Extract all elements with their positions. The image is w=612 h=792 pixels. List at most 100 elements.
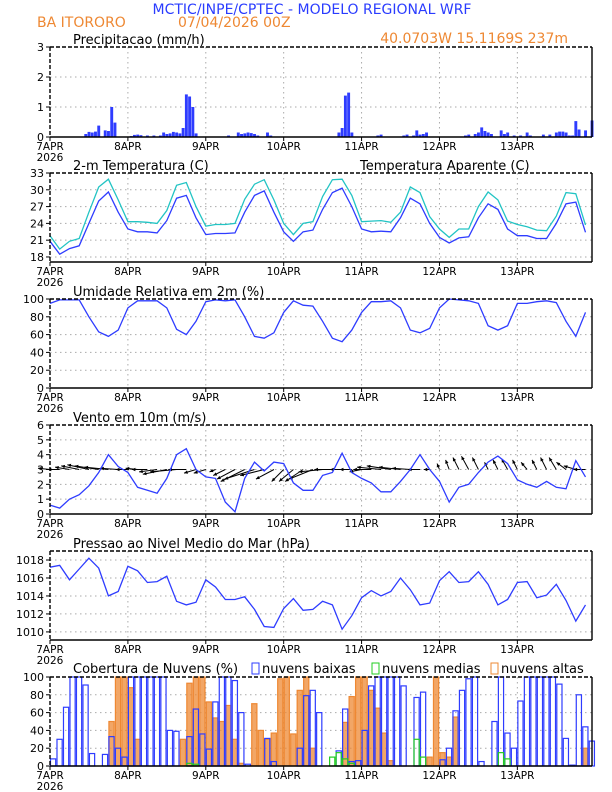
precip-bar bbox=[343, 95, 347, 137]
cloud-bar-orange bbox=[257, 729, 265, 767]
x-tick-label: 9APR bbox=[192, 518, 220, 530]
y-tick-label: 1 bbox=[37, 493, 44, 506]
precip-bar bbox=[347, 92, 351, 137]
precip-bar bbox=[499, 130, 503, 137]
y-tick-label: 1012 bbox=[16, 608, 44, 621]
x-tick-label: 12APR bbox=[422, 518, 456, 530]
wind-vector-arrowhead bbox=[353, 467, 357, 472]
precip-bar bbox=[412, 135, 415, 137]
cloud-bar-blue bbox=[316, 711, 323, 767]
precip-bar bbox=[266, 132, 269, 137]
y-tick-label: 18 bbox=[30, 251, 44, 264]
cloud-bar-green bbox=[497, 752, 505, 767]
x-tick-label: 12APR bbox=[422, 266, 456, 278]
y-tick-label: 1016 bbox=[16, 572, 44, 585]
cloud-bar-orange bbox=[361, 676, 368, 767]
cloud-bar-orange bbox=[277, 678, 284, 767]
x-tick-label: 11APR bbox=[344, 770, 378, 782]
x-tick-label: 13APR bbox=[500, 141, 534, 153]
precip-bar bbox=[483, 131, 487, 137]
precip-bar bbox=[548, 134, 552, 137]
cloud-bar-green bbox=[504, 758, 511, 767]
wind-vector-arrow bbox=[84, 466, 109, 470]
precip-bar bbox=[486, 132, 490, 137]
wind-vector-arrowhead bbox=[423, 467, 428, 472]
wind-vector-arrowhead bbox=[532, 459, 536, 464]
cloud-bar-blue bbox=[88, 752, 96, 767]
x-tick-label: 11APR bbox=[344, 644, 378, 656]
x-tick-label: 13APR bbox=[500, 770, 534, 782]
cloud-bar-blue bbox=[556, 683, 563, 767]
precip-bar bbox=[519, 135, 523, 137]
x-tick-label: 11APR bbox=[344, 266, 378, 278]
y-tick-label: 80 bbox=[30, 311, 44, 324]
y-tick-label: 2 bbox=[37, 478, 44, 491]
precip-bar bbox=[269, 135, 273, 137]
precip-bar bbox=[558, 131, 562, 137]
cloud-bar-orange bbox=[121, 676, 128, 767]
y-tick-label: 100 bbox=[23, 293, 44, 306]
wind-vector-arrowhead bbox=[131, 467, 136, 472]
cloud-bar-blue bbox=[536, 676, 544, 767]
wind-vector-arrowhead bbox=[224, 476, 229, 480]
precip-bar bbox=[136, 134, 140, 137]
wind-vector-arrowhead bbox=[540, 457, 544, 462]
cloud-bar-orange bbox=[367, 689, 375, 767]
precip-bar bbox=[145, 135, 149, 137]
wind-vector-arrowhead bbox=[445, 459, 449, 464]
precip-bar bbox=[489, 134, 493, 137]
y-tick-label: 1014 bbox=[16, 590, 44, 603]
x-tick-label: 10APR bbox=[267, 770, 301, 782]
wind-vector-arrowhead bbox=[220, 478, 225, 482]
rh-line-blue bbox=[49, 298, 587, 343]
wind-vector-arrowhead bbox=[298, 469, 303, 474]
y-tick-label: 40 bbox=[30, 346, 44, 359]
x-tick-label: 10APR bbox=[267, 518, 301, 530]
wind-vector-arrowhead bbox=[436, 463, 441, 468]
precip-bar bbox=[480, 127, 484, 137]
x-tick-label: 8APR bbox=[114, 392, 142, 404]
x-tick-label: 7APR bbox=[36, 392, 64, 404]
cloud-bar-blue bbox=[471, 676, 479, 767]
y-tick-label: 5 bbox=[37, 434, 44, 447]
wind-vector-arrowhead bbox=[142, 471, 147, 476]
cloud-bar-blue bbox=[82, 684, 89, 767]
cloud-bar-blue bbox=[549, 676, 557, 767]
x-tick-label: 12APR bbox=[422, 141, 456, 153]
wind-vector-arrowhead bbox=[378, 465, 383, 470]
x-year-label: 2026 bbox=[37, 655, 64, 667]
y-tick-label: 27 bbox=[30, 201, 44, 214]
x-tick-label: 9APR bbox=[192, 141, 220, 153]
wind-vector-arrowhead bbox=[139, 469, 143, 474]
cloud-bar-blue bbox=[69, 676, 76, 767]
precip-bar bbox=[165, 134, 169, 137]
precip-bar bbox=[340, 128, 344, 137]
x-tick-label: 13APR bbox=[500, 518, 534, 530]
cloud-bar-orange bbox=[134, 738, 141, 767]
y-tick-label: 60 bbox=[30, 707, 44, 720]
cloud-bar-blue bbox=[238, 711, 245, 767]
cloud-bar-orange bbox=[445, 756, 453, 767]
precip-bar bbox=[376, 135, 380, 137]
rh-title: Umidade Relativa em 2m (%) bbox=[73, 285, 264, 300]
precip-bar bbox=[477, 132, 480, 137]
x-tick-label: 11APR bbox=[344, 518, 378, 530]
cloud-bar-orange bbox=[186, 682, 193, 767]
wind-title: Vento em 10m (m/s) bbox=[73, 411, 206, 426]
precip-bar bbox=[418, 134, 422, 137]
wind-vector-arrow bbox=[224, 469, 255, 480]
wind-vector-arrowhead bbox=[556, 462, 561, 466]
cloud-bar-orange bbox=[192, 676, 200, 767]
precip-bar bbox=[191, 107, 195, 137]
precip-bar bbox=[528, 135, 532, 137]
precip-bar bbox=[110, 107, 114, 137]
precip-bar bbox=[415, 130, 419, 137]
cloud-bar-orange bbox=[179, 738, 187, 767]
precip-bar bbox=[158, 135, 162, 137]
cloud-legend: nuvens baixas nuvens medias nuvens altas bbox=[251, 662, 584, 677]
precip-bar bbox=[227, 135, 231, 137]
cloud-bar-blue bbox=[166, 729, 174, 767]
precip-bar bbox=[107, 131, 110, 137]
cloud-bar-orange bbox=[387, 760, 394, 767]
precip-bar bbox=[194, 133, 198, 137]
